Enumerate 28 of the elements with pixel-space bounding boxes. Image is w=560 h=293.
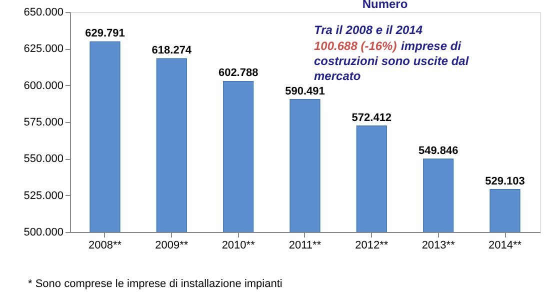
y-tick-label: 525.000 [24,190,64,202]
annotation: mercato [314,69,361,83]
data-label: 549.846 [418,144,458,157]
x-tick-label: 2012** [355,240,389,252]
data-label: 618.274 [152,44,192,57]
y-tick-label: 650.000 [24,6,64,18]
x-tick-label: 2014** [488,240,522,252]
text: * Sono comprese le imprese di installazione impianti [28,278,282,290]
data-label: 602.788 [218,67,258,80]
y-tick-label: 550.000 [24,153,64,166]
data-label: 590.491 [285,85,325,98]
chart-title: Numero [362,0,408,11]
annotation: costruzioni sono uscite dal [314,54,470,68]
annotation: imprese di [401,39,462,53]
y-tick-label: 600.000 [24,80,64,92]
y-tick-label: 575.000 [24,116,64,128]
x-tick-label: 2013** [422,240,456,252]
x-tick-label: 2008** [88,240,122,252]
x-tick-label: 2010** [222,240,256,252]
data-label: 529.103 [485,175,525,188]
data-label: 629.791 [85,28,125,40]
annotation: Tra il 2008 e il 2014 [314,23,423,37]
x-tick-label: 2009** [155,240,189,252]
annotation: 100.688 (-16%) [314,39,397,53]
y-tick-label: 625.000 [24,43,64,56]
x-tick-label: 2011** [288,240,322,252]
y-tick-label: 500.000 [24,226,64,238]
data-label: 572.412 [352,112,392,124]
